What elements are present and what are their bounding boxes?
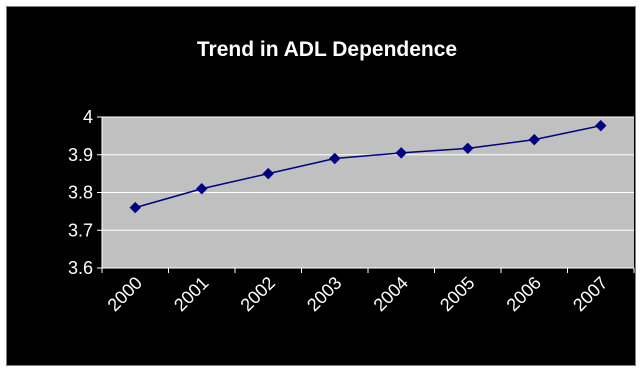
- x-tick-label: 2001: [170, 273, 212, 315]
- y-tick-label: 3.7: [68, 220, 93, 240]
- y-tick-label: 3.8: [68, 183, 93, 203]
- x-tick-label: 2004: [370, 273, 412, 315]
- data-point-marker: [595, 119, 607, 132]
- series: [129, 119, 607, 214]
- x-tick-label: 2000: [104, 273, 146, 315]
- data-point-marker: [196, 183, 208, 195]
- data-point-marker: [329, 152, 341, 165]
- series-line: [135, 124, 601, 209]
- data-point-marker: [395, 147, 407, 159]
- x-tick-label: 2005: [436, 273, 478, 315]
- y-tick-label: 3.6: [68, 258, 93, 278]
- x-tick-label: 2002: [237, 273, 279, 315]
- data-point-marker: [462, 142, 474, 155]
- data-point-marker: [528, 133, 540, 146]
- x-tick-label: 2006: [503, 273, 545, 315]
- y-axis-ticks: 3.6 3.7 3.8 3.9 4: [68, 107, 102, 278]
- data-point-marker: [262, 167, 274, 180]
- y-tick-label: 3.9: [68, 145, 93, 165]
- line-chart: Trend in ADL Dependence 3.6 3.7 3.8 3.9 4 20…: [68, 38, 635, 315]
- x-axis-ticks: 2000 2001 2002 2003 2004 2005 2006 2007: [101, 268, 635, 315]
- data-point-marker: [129, 201, 141, 214]
- x-tick-label: 2007: [569, 273, 611, 315]
- y-tick-label: 4: [83, 107, 93, 127]
- chart-container: Trend in ADL Dependence 3.6 3.7 3.8 3.9 4 20…: [6, 6, 636, 366]
- chart-title: Trend in ADL Dependence: [197, 38, 457, 61]
- x-tick-label: 2003: [303, 273, 345, 315]
